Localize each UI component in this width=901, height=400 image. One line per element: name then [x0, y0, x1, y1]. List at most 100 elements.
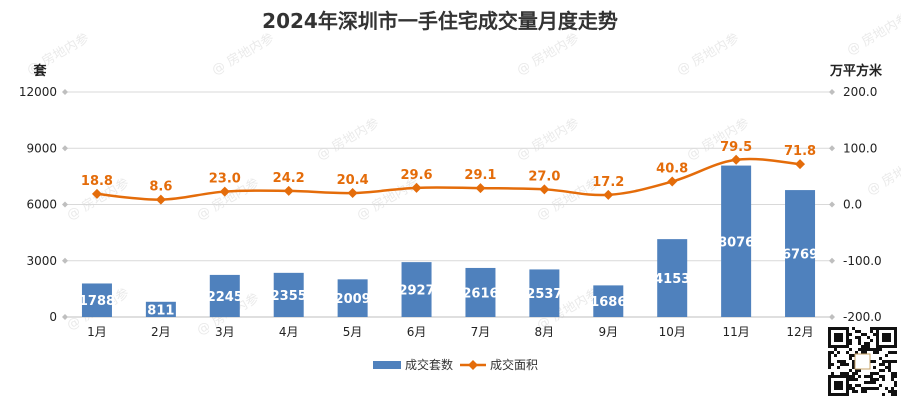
- bar-value-label: 811: [147, 303, 174, 318]
- category-label: 12月: [786, 325, 813, 339]
- qr-module: [855, 351, 858, 354]
- qr-module: [894, 372, 897, 375]
- bar-1月: [81, 283, 112, 317]
- line-point: [667, 176, 678, 187]
- bar-value-label: 2245: [207, 290, 243, 305]
- qr-module: [891, 378, 894, 381]
- legend-line-label: 成交面积: [490, 357, 538, 372]
- qr-module: [864, 381, 867, 384]
- qr-module: [858, 348, 861, 351]
- watermark-text: @ 房地内参: [674, 30, 742, 78]
- qr-module: [846, 372, 849, 375]
- qr-module: [876, 351, 879, 354]
- qr-module: [831, 345, 834, 348]
- qr-module: [888, 336, 891, 339]
- qr-module: [828, 381, 831, 384]
- qr-module: [864, 342, 867, 345]
- line-value-label: 24.2: [273, 171, 305, 186]
- line-value-label: 17.2: [592, 175, 624, 190]
- qr-module: [876, 345, 879, 348]
- qr-module: [894, 336, 897, 339]
- qr-module: [894, 351, 897, 354]
- qr-module: [846, 375, 849, 378]
- qr-module: [870, 381, 873, 384]
- qr-module: [843, 372, 846, 375]
- qr-module: [828, 393, 831, 396]
- qr-module: [840, 363, 843, 366]
- line-point: [91, 188, 102, 199]
- qr-module: [858, 330, 861, 333]
- qr-module: [837, 393, 840, 396]
- qr-module: [888, 339, 891, 342]
- left-axis-ticks: 0 3000 6000 9000 12000: [19, 85, 57, 324]
- qr-module: [870, 339, 873, 342]
- qr-module: [870, 387, 873, 390]
- qr-module: [840, 387, 843, 390]
- qr-module: [837, 366, 840, 369]
- qr-module: [888, 369, 891, 372]
- qr-module: [828, 339, 831, 342]
- qr-module: [888, 390, 891, 393]
- qr-module: [846, 378, 849, 381]
- qr-module: [879, 375, 882, 378]
- qr-module: [876, 342, 879, 345]
- line-point: [539, 184, 550, 195]
- qr-module: [885, 354, 888, 357]
- qr-module: [837, 375, 840, 378]
- bar-6月: [401, 262, 432, 317]
- qr-module: [891, 387, 894, 390]
- qr-module: [864, 345, 867, 348]
- qr-module: [828, 375, 831, 378]
- bar-8月: [529, 269, 560, 317]
- qr-module: [840, 372, 843, 375]
- line-point: [475, 183, 486, 194]
- qr-module: [867, 381, 870, 384]
- qr-module: [894, 381, 897, 384]
- qr-module: [852, 378, 855, 381]
- qr-module: [861, 387, 864, 390]
- qr-module: [855, 378, 858, 381]
- qr-module: [864, 351, 867, 354]
- qr-module: [837, 336, 840, 339]
- qr-module: [846, 393, 849, 396]
- qr-module: [852, 360, 855, 363]
- category-label: 6月: [407, 325, 427, 339]
- qr-module: [846, 384, 849, 387]
- qr-module: [867, 375, 870, 378]
- qr-module: [870, 375, 873, 378]
- qr-module: [840, 339, 843, 342]
- qr-module: [828, 351, 831, 354]
- line-value-label: 18.8: [81, 174, 113, 189]
- qr-module: [840, 384, 843, 387]
- qr-module: [855, 369, 858, 372]
- category-label: 8月: [535, 325, 555, 339]
- line-value-label: 79.5: [720, 140, 752, 155]
- bar-7月: [465, 267, 496, 317]
- line-point: [219, 186, 230, 197]
- line-point: [795, 159, 806, 170]
- tick-marker: [62, 201, 68, 208]
- qr-module: [894, 327, 897, 330]
- qr-module: [894, 333, 897, 336]
- qr-module: [831, 393, 834, 396]
- watermark-text: @ 房地内参: [514, 115, 582, 163]
- qr-module: [858, 384, 861, 387]
- qr-module: [855, 336, 858, 339]
- bar-3月: [209, 274, 240, 317]
- bar-10月: [657, 239, 688, 317]
- qr-module: [834, 384, 837, 387]
- qr-module: [828, 336, 831, 339]
- qr-module: [873, 333, 876, 336]
- qr-module: [861, 333, 864, 336]
- qr-module: [891, 345, 894, 348]
- qr-module: [879, 363, 882, 366]
- right-tick-label: -200.0: [843, 310, 882, 324]
- qr-module: [834, 354, 837, 357]
- qr-module: [828, 390, 831, 393]
- qr-module: [849, 357, 852, 360]
- qr-module: [834, 345, 837, 348]
- tick-marker: [829, 89, 835, 95]
- line-value-label: 8.6: [149, 180, 172, 195]
- qr-module: [879, 327, 882, 330]
- qr-module: [873, 360, 876, 363]
